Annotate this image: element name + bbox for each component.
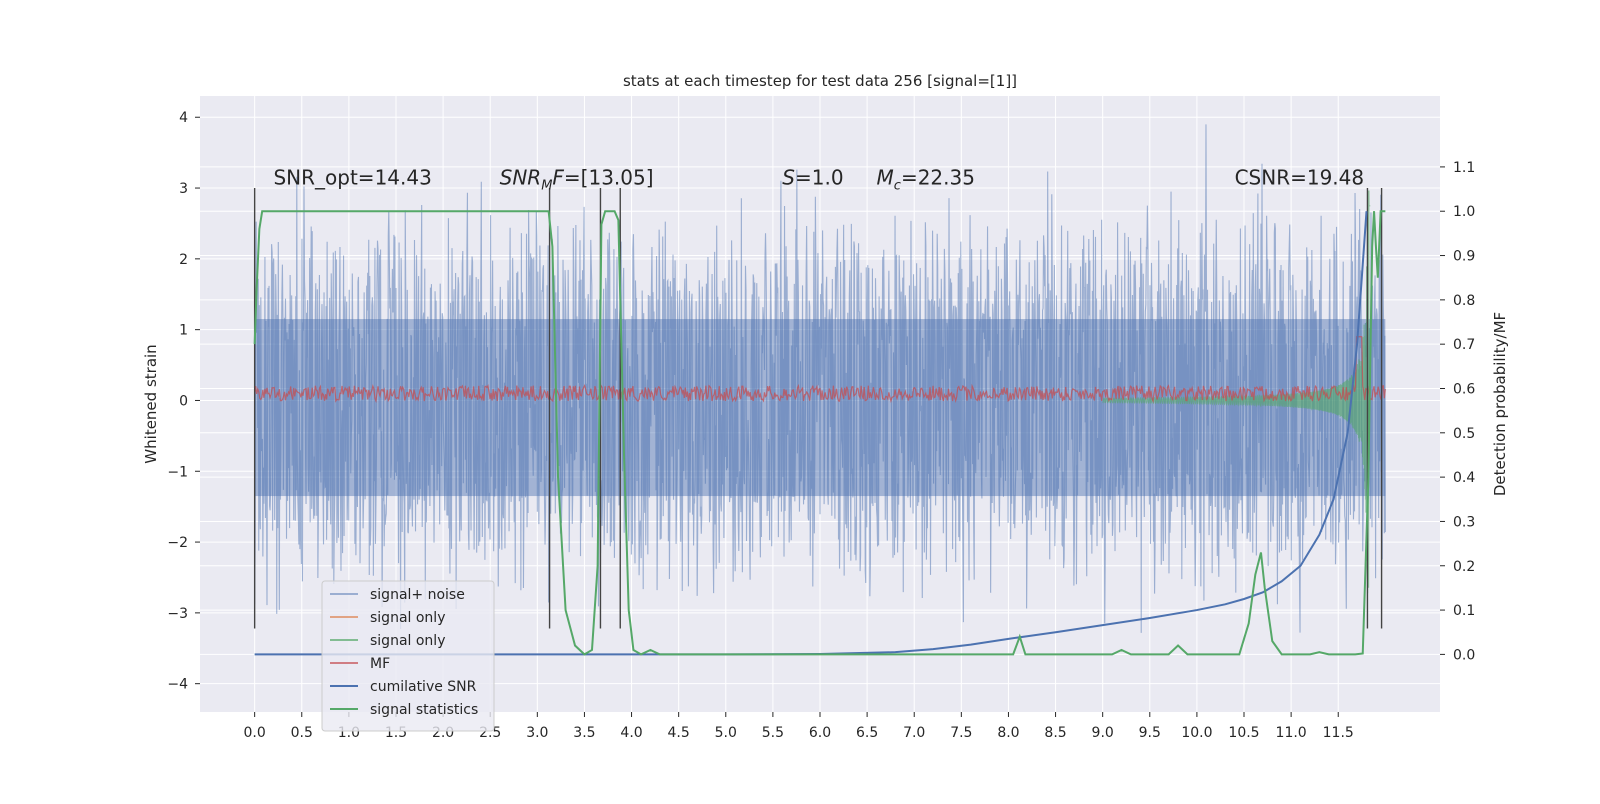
x-tick-label: 7.0 xyxy=(903,725,925,741)
x-tick-label: 10.0 xyxy=(1181,725,1212,741)
x-tick-label: 10.5 xyxy=(1228,725,1259,741)
y-tick-label: 2 xyxy=(179,252,188,268)
annotation-part: =22.35 xyxy=(901,166,975,190)
series-mf xyxy=(254,336,1386,404)
legend-label: signal+ noise xyxy=(370,587,465,603)
noise-trace xyxy=(254,124,1386,633)
y2-tick-label: 0.6 xyxy=(1453,381,1475,397)
annotations: SNR_opt=14.43 SNRMF=[13.05] S=1.0 Mc=22.35 C… xyxy=(273,166,1364,194)
annotation-part: SNR xyxy=(500,166,542,190)
x-tick-label: 4.5 xyxy=(668,725,690,741)
y2-tick-label: 0.5 xyxy=(1453,426,1475,442)
legend-label: cumilative SNR xyxy=(370,679,477,695)
legend-label: MF xyxy=(370,656,390,672)
x-tick-label: 11.0 xyxy=(1276,725,1307,741)
y2-axis-label: Detection probability/MF xyxy=(1491,312,1509,496)
y2-tick-label: 0.9 xyxy=(1453,249,1475,265)
annotation-part: M xyxy=(541,179,552,194)
x-tick-label: 9.5 xyxy=(1139,725,1161,741)
noise-core xyxy=(254,319,1386,497)
x-tick-label: 9.0 xyxy=(1092,725,1114,741)
x-tick-label: 0.5 xyxy=(291,725,313,741)
y2-tick-label: 1.1 xyxy=(1453,160,1475,176)
x-tick-label: 3.5 xyxy=(573,725,595,741)
y-tick-label: 1 xyxy=(179,323,188,339)
annotation-part: SNR_opt=14.43 xyxy=(273,166,431,190)
y2-tick-label: 0.2 xyxy=(1453,559,1475,575)
x-tick-label: 5.0 xyxy=(715,725,737,741)
y2-tick-label: 0.4 xyxy=(1453,470,1475,486)
x-tick-label: 0.0 xyxy=(244,725,266,741)
chart-title: stats at each timestep for test data 256… xyxy=(623,72,1017,90)
y2-tick-label: 0.0 xyxy=(1453,647,1475,663)
y2-tick-label: 0.7 xyxy=(1453,337,1475,353)
annotation-0: SNR_opt=14.43 xyxy=(273,166,431,190)
y2-tick-label: 1.0 xyxy=(1453,204,1475,220)
y2-tick-label: 0.1 xyxy=(1453,603,1475,619)
annotation-part: M xyxy=(877,166,894,190)
annotation-part: CSNR=19.48 xyxy=(1235,166,1365,190)
legend-label: signal only xyxy=(370,633,445,649)
y-tick-label: 4 xyxy=(179,110,188,126)
x-tick-label: 6.0 xyxy=(809,725,831,741)
legend: signal+ noise signal only signal only MF cum… xyxy=(321,580,495,732)
stat-line xyxy=(253,210,1386,656)
annotation-part: S xyxy=(782,166,795,190)
annotation-2: S=1.0 xyxy=(782,166,843,190)
x-tick-label: 8.5 xyxy=(1044,725,1066,741)
plot-content xyxy=(253,124,1386,656)
y-axis-right: 0.0 0.1 0.2 0.3 0.4 0.5 0.6 0.7 0.8 0.9 1.0 1.1 xyxy=(1440,160,1475,663)
legend-label: signal only xyxy=(370,610,445,626)
legend-box xyxy=(321,580,495,732)
y-axis-left: −4 −3 −2 −1 0 1 2 3 4 xyxy=(167,110,200,693)
y-tick-label: −3 xyxy=(167,606,188,622)
y2-tick-label: 0.8 xyxy=(1453,293,1475,309)
y2-tick-label: 0.3 xyxy=(1453,514,1475,530)
x-tick-label: 11.5 xyxy=(1323,725,1354,741)
legend-label: signal statistics xyxy=(370,702,478,718)
annotation-4: CSNR=19.48 xyxy=(1235,166,1365,190)
csnr-line xyxy=(254,211,1368,656)
series-signal-statistics xyxy=(253,210,1386,656)
y-tick-label: −1 xyxy=(167,464,188,480)
series-signal-plus-noise xyxy=(254,124,1386,633)
y-tick-label: 0 xyxy=(179,393,188,409)
x-tick-label: 4.0 xyxy=(620,725,642,741)
y-tick-label: −2 xyxy=(167,535,188,551)
y-tick-label: −4 xyxy=(167,677,188,693)
x-tick-label: 7.5 xyxy=(950,725,972,741)
annotation-3: Mc=22.35 xyxy=(877,166,975,194)
x-tick-label: 8.0 xyxy=(997,725,1019,741)
annotation-part: =[13.05] xyxy=(564,166,654,190)
mf-trace xyxy=(254,336,1386,404)
annotation-part: =1.0 xyxy=(795,166,844,190)
x-tick-label: 3.0 xyxy=(526,725,548,741)
y-axis-label: Whitened strain xyxy=(142,344,160,463)
annotation-part: c xyxy=(894,179,901,194)
y-tick-label: 3 xyxy=(179,181,188,197)
x-tick-label: 6.5 xyxy=(856,725,878,741)
x-tick-label: 5.5 xyxy=(762,725,784,741)
annotation-part: F xyxy=(552,166,564,190)
series-cumilative-snr xyxy=(254,211,1368,656)
annotation-1: SNRMF=[13.05] xyxy=(500,166,654,194)
